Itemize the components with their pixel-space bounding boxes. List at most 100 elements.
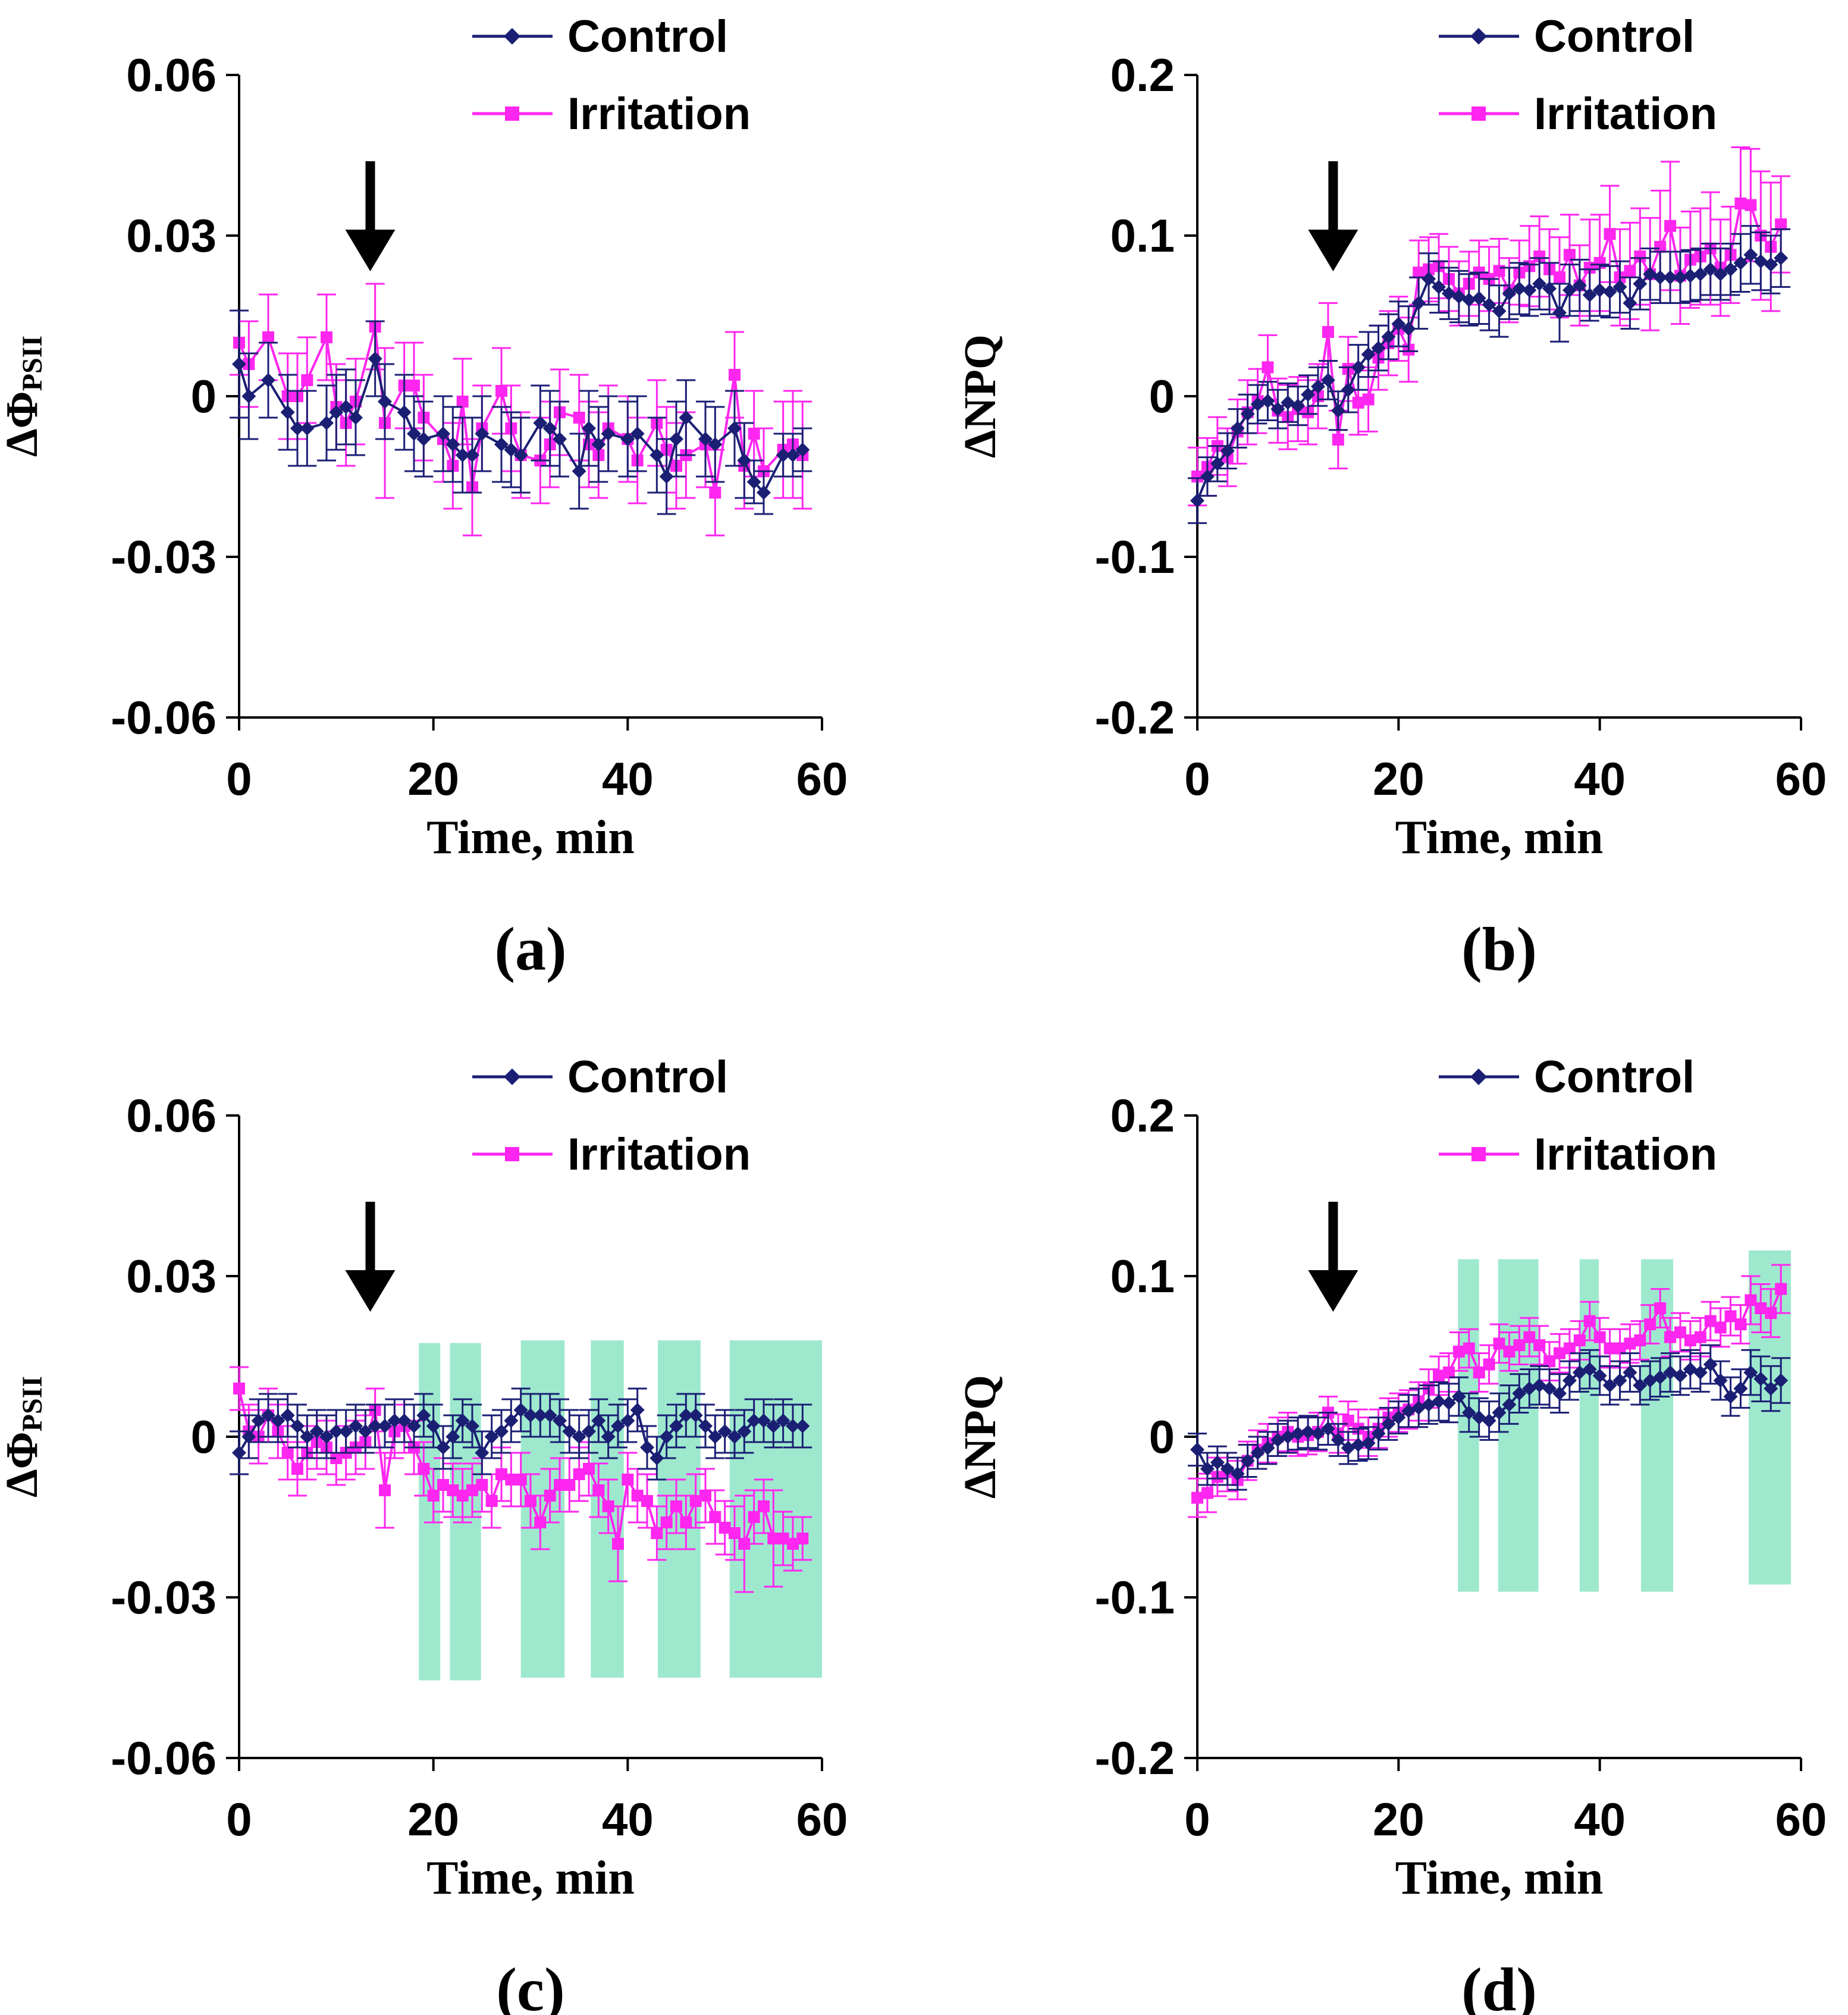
data-point — [1361, 347, 1376, 362]
data-point — [1674, 1326, 1686, 1339]
data-point — [562, 1424, 577, 1439]
arrow-marker — [345, 161, 396, 271]
data-point — [1554, 271, 1565, 284]
data-point — [641, 1495, 653, 1507]
y-tick-label: 0.2 — [1110, 49, 1175, 101]
data-point — [729, 369, 741, 381]
panel-label: (a) — [494, 915, 566, 983]
data-point — [1775, 218, 1787, 231]
data-point — [1683, 268, 1698, 283]
legend: Control Irritation — [1439, 1052, 1717, 1180]
legend-marker — [504, 1068, 520, 1085]
legend-marker — [1472, 106, 1486, 121]
x-tick-label: 20 — [1373, 1793, 1425, 1845]
x-tick-label: 0 — [1184, 753, 1210, 805]
data-point — [553, 432, 567, 446]
y-axis-title: ΔNPQ — [955, 1375, 1005, 1499]
x-tick-label: 0 — [226, 753, 252, 805]
data-point — [1191, 471, 1203, 482]
data-point — [1774, 250, 1789, 265]
data-point — [776, 448, 790, 462]
data-point — [717, 1424, 732, 1439]
data-point — [1461, 1405, 1476, 1420]
data-point — [1503, 1345, 1516, 1358]
data-point — [1654, 240, 1667, 253]
data-point — [622, 1474, 634, 1486]
data-point — [650, 448, 664, 462]
data-point — [1220, 443, 1235, 458]
legend-marker — [1472, 1147, 1486, 1161]
legend-label: Irritation — [1534, 1129, 1717, 1180]
data-point — [1361, 1436, 1376, 1450]
data-point — [1413, 267, 1425, 279]
x-tick-label: 60 — [1775, 1793, 1827, 1845]
data-point — [416, 1408, 431, 1422]
data-point — [640, 1440, 654, 1455]
arrow-marker — [1308, 1202, 1358, 1312]
data-point — [737, 1424, 752, 1439]
data-point — [1351, 1437, 1366, 1452]
data-point — [1442, 1367, 1455, 1378]
data-point — [379, 1484, 391, 1496]
x-tick-label: 20 — [407, 753, 459, 805]
y-axis-title-subscript: PSII — [17, 336, 48, 391]
data-point — [669, 432, 683, 446]
data-point — [795, 1419, 810, 1433]
data-point — [1250, 1446, 1265, 1460]
data-point — [689, 1495, 702, 1507]
data-point — [1432, 1394, 1446, 1409]
data-point — [1713, 267, 1728, 281]
data-point — [601, 427, 616, 441]
data-point — [1644, 1318, 1656, 1330]
x-tick-label: 0 — [1184, 1793, 1210, 1845]
data-point — [534, 1516, 547, 1528]
data-point — [280, 1408, 295, 1422]
data-point — [1483, 1358, 1495, 1371]
data-point — [1482, 297, 1496, 312]
data-point — [1734, 1318, 1747, 1330]
data-point — [475, 1446, 490, 1460]
x-tick-label: 60 — [796, 753, 848, 805]
data-point — [291, 1463, 303, 1475]
data-point — [1230, 1466, 1245, 1481]
data-point — [795, 443, 810, 457]
data-point — [1381, 330, 1396, 344]
data-point — [1593, 1331, 1606, 1343]
data-point — [1411, 296, 1426, 311]
data-point — [1723, 1389, 1738, 1404]
data-point — [1262, 361, 1274, 374]
data-point — [1190, 493, 1204, 508]
y-tick-label: 0 — [1149, 370, 1175, 422]
data-point — [455, 1414, 470, 1428]
legend-label: Control — [567, 11, 728, 62]
y-tick-label: 0.2 — [1110, 1089, 1175, 1142]
data-point — [554, 1479, 566, 1491]
data-point — [300, 1430, 315, 1444]
data-point — [719, 1522, 731, 1534]
data-point — [746, 1414, 761, 1428]
data-point — [416, 432, 431, 446]
data-point — [1532, 277, 1547, 291]
data-point — [504, 1414, 519, 1428]
y-tick-label: 0 — [1149, 1411, 1175, 1463]
data-point — [688, 1408, 703, 1422]
data-point — [1331, 1433, 1345, 1447]
data-point — [709, 487, 721, 499]
data-point — [233, 1383, 245, 1394]
data-point — [1582, 287, 1597, 302]
data-point — [563, 1479, 576, 1491]
data-point — [1723, 262, 1738, 277]
data-point — [748, 1511, 760, 1523]
data-point — [1765, 1307, 1777, 1320]
arrow-head — [345, 230, 396, 271]
data-point — [418, 1463, 430, 1475]
data-point — [787, 1538, 799, 1550]
data-point — [1210, 456, 1225, 471]
legend-label: Irritation — [1534, 89, 1717, 139]
data-point — [504, 443, 519, 457]
data-point — [1291, 399, 1306, 413]
y-tick-label: -0.06 — [111, 1732, 217, 1784]
data-point — [1533, 1339, 1546, 1352]
data-point — [1775, 1283, 1787, 1295]
data-point — [523, 1408, 538, 1422]
